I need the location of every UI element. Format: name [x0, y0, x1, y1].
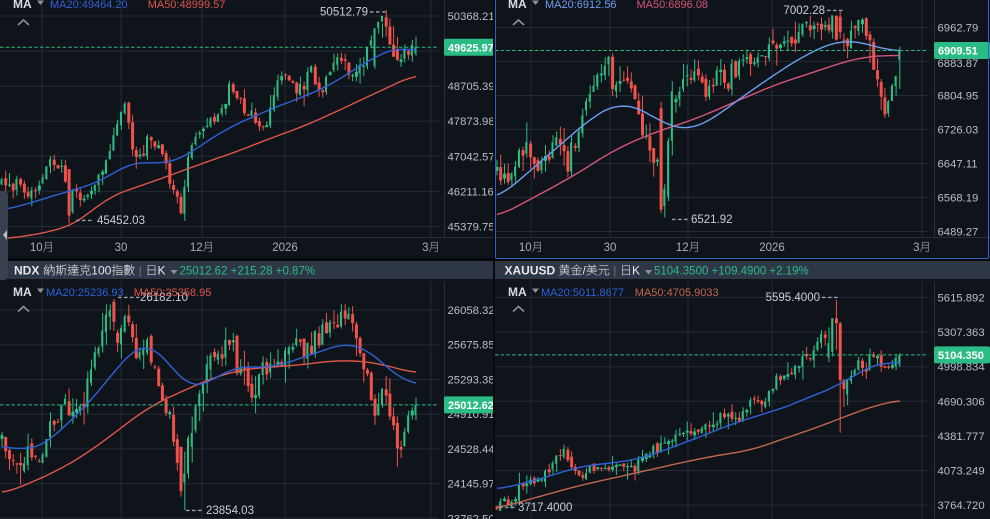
svg-text:MA: MA: [508, 0, 527, 11]
svg-text:48705.39: 48705.39: [448, 81, 495, 93]
svg-text:30: 30: [604, 242, 617, 254]
svg-text:24528.44: 24528.44: [448, 444, 495, 456]
svg-text:4073.249: 4073.249: [938, 466, 985, 478]
svg-text:6962.79: 6962.79: [938, 23, 979, 35]
svg-text:MA20:25236.93: MA20:25236.93: [46, 287, 124, 299]
svg-text:4381.777: 4381.777: [938, 431, 985, 443]
svg-text:46211.16: 46211.16: [448, 186, 494, 198]
svg-text:12: 12: [190, 242, 203, 254]
svg-text:MA: MA: [508, 285, 527, 299]
svg-text:45452.03: 45452.03: [97, 215, 145, 227]
svg-text:25675.85: 25675.85: [448, 340, 495, 352]
svg-text:6489.27: 6489.27: [938, 227, 979, 239]
svg-text:50368.21: 50368.21: [448, 11, 495, 23]
svg-text:47873.98: 47873.98: [448, 116, 495, 128]
svg-text:12: 12: [676, 242, 689, 254]
svg-text:MA50:4705.9033: MA50:4705.9033: [635, 287, 719, 299]
svg-text:47042.57: 47042.57: [448, 151, 495, 163]
svg-text:6568.19: 6568.19: [938, 193, 979, 205]
svg-text:4690.306: 4690.306: [938, 396, 985, 408]
svg-text:3764.720: 3764.720: [938, 500, 985, 512]
svg-text:5595.4000: 5595.4000: [766, 292, 820, 304]
svg-text:24145.97: 24145.97: [448, 479, 495, 491]
svg-text:25012.62 +215.28 +0.87%: 25012.62 +215.28 +0.87%: [180, 266, 316, 278]
svg-text:6726.03: 6726.03: [938, 125, 979, 137]
svg-text:XAUUSD: XAUUSD: [505, 264, 556, 278]
svg-text:3: 3: [422, 242, 428, 254]
svg-text:6883.87: 6883.87: [938, 58, 979, 70]
svg-text:50512.79: 50512.79: [320, 7, 368, 19]
svg-text:6804.95: 6804.95: [938, 91, 979, 103]
svg-text:5104.3500 +109.4900 +2.19%: 5104.3500 +109.4900 +2.19%: [654, 266, 809, 278]
svg-text:30: 30: [115, 242, 128, 254]
svg-text:MA50:6896.08: MA50:6896.08: [637, 0, 709, 11]
svg-text:2026: 2026: [272, 242, 298, 254]
svg-text:23854.03: 23854.03: [206, 505, 254, 517]
svg-text:7002.28: 7002.28: [783, 5, 825, 17]
svg-text:4998.834: 4998.834: [938, 362, 985, 374]
svg-text:26182.10: 26182.10: [140, 292, 188, 304]
svg-text:10: 10: [519, 242, 532, 254]
svg-text:MA50:25358.95: MA50:25358.95: [134, 287, 212, 299]
svg-text:3: 3: [913, 242, 919, 254]
svg-text:100: 100: [91, 264, 111, 278]
svg-text:MA: MA: [13, 285, 32, 299]
svg-text:/: /: [583, 264, 587, 278]
svg-text:MA: MA: [13, 0, 32, 11]
svg-text:25012.62: 25012.62: [448, 400, 494, 412]
svg-text:26058.32: 26058.32: [448, 305, 495, 317]
svg-text:2026: 2026: [759, 242, 785, 254]
svg-text:23762.50: 23762.50: [448, 513, 495, 519]
svg-text:6647.11: 6647.11: [938, 159, 978, 171]
svg-text:5307.363: 5307.363: [938, 327, 985, 339]
svg-text:45379.75: 45379.75: [448, 222, 495, 234]
svg-text:5615.892: 5615.892: [938, 293, 985, 305]
svg-text:K: K: [158, 264, 166, 278]
svg-text:|: |: [613, 264, 616, 278]
svg-text:5104.350: 5104.350: [938, 350, 984, 362]
svg-text:K: K: [632, 264, 640, 278]
svg-text:NDX: NDX: [14, 264, 39, 278]
svg-text:25293.38: 25293.38: [448, 374, 495, 386]
svg-text:6909.51: 6909.51: [938, 46, 978, 58]
svg-text:10: 10: [30, 242, 43, 254]
svg-text:MA50:48999.57: MA50:48999.57: [148, 0, 226, 11]
svg-text:MA20:5011.8677: MA20:5011.8677: [541, 287, 624, 299]
svg-text:MA20:6912.56: MA20:6912.56: [545, 0, 617, 11]
svg-text:49625.97: 49625.97: [448, 43, 494, 55]
svg-text:6521.92: 6521.92: [691, 214, 733, 226]
svg-text:|: |: [139, 264, 142, 278]
svg-text:MA20:49464.20: MA20:49464.20: [50, 0, 128, 11]
svg-text:3717.4000: 3717.4000: [518, 502, 572, 514]
